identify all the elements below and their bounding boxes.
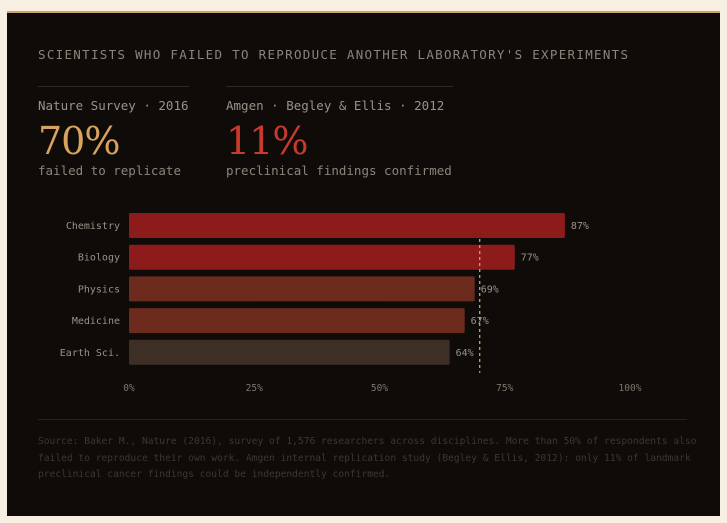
- category-label: Chemistry: [66, 221, 120, 232]
- stat-label: Nature Survey · 2016: [38, 98, 189, 113]
- value-label: 77%: [521, 253, 539, 264]
- bar-chart: Chemistry 87% Biology 77% Physics 69% Medicine…: [60, 213, 642, 394]
- category-label: Earth Sci.: [60, 348, 120, 359]
- x-tick-label: 50%: [371, 383, 388, 394]
- value-label: 64%: [456, 348, 474, 359]
- chart-title: SCIENTISTS WHO FAILED TO REPRODUCE ANOTH…: [38, 47, 630, 62]
- stat-amgen: Amgen · Begley & Ellis · 2012 11% precli…: [226, 86, 453, 178]
- stat-value: 11%: [226, 119, 308, 163]
- bar-biology: [129, 244, 515, 270]
- stat-value: 70%: [38, 119, 120, 163]
- category-label: Medicine: [72, 316, 120, 327]
- x-tick-label: 0%: [123, 383, 135, 394]
- x-tick-label: 100%: [619, 383, 642, 394]
- stat-rule: [226, 86, 453, 87]
- bar-earth-sci: [129, 339, 450, 365]
- category-label: Physics: [78, 284, 120, 295]
- value-label: 87%: [571, 221, 589, 232]
- bar-medicine: [129, 308, 465, 334]
- stat-label: Amgen · Begley & Ellis · 2012: [226, 98, 445, 113]
- value-label: 67%: [471, 316, 489, 327]
- footer-divider: [38, 419, 687, 420]
- source-note: Source: Baker M., Nature (2016), survey …: [38, 436, 697, 480]
- stat-nature-survey: Nature Survey · 2016 70% failed to repli…: [38, 86, 189, 178]
- value-label: 69%: [481, 284, 499, 295]
- stat-desc: preclinical findings confirmed: [226, 163, 452, 178]
- bar-physics: [129, 276, 475, 302]
- x-tick-label: 25%: [246, 383, 263, 394]
- category-label: Biology: [78, 253, 120, 264]
- x-tick-label: 75%: [496, 383, 513, 394]
- stat-rule: [38, 86, 189, 87]
- bar-chemistry: [129, 213, 565, 238]
- stat-desc: failed to replicate: [38, 163, 181, 178]
- chart-panel: SCIENTISTS WHO FAILED TO REPRODUCE ANOTH…: [7, 11, 720, 516]
